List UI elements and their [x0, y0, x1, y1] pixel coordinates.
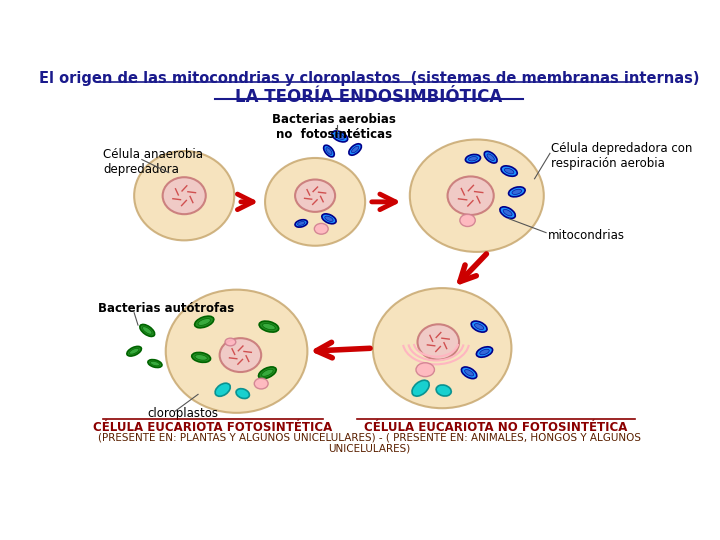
Ellipse shape [265, 158, 365, 246]
Ellipse shape [194, 316, 214, 328]
Ellipse shape [225, 338, 235, 346]
Ellipse shape [412, 380, 429, 396]
Ellipse shape [148, 360, 162, 368]
Ellipse shape [295, 179, 335, 212]
Ellipse shape [263, 323, 275, 330]
Ellipse shape [471, 321, 487, 332]
Ellipse shape [416, 363, 434, 377]
Ellipse shape [326, 147, 332, 154]
Text: CÉLULA EUCARIOTA FOTOSINTÉTICA: CÉLULA EUCARIOTA FOTOSINTÉTICA [93, 421, 333, 434]
Text: (PRESENTE EN: PLANTAS Y ALGUNOS UNICELULARES) - ( PRESENTE EN: ANIMALES, HONGOS : (PRESENTE EN: PLANTAS Y ALGUNOS UNICELUL… [97, 432, 641, 442]
Text: Célula anaerobia
depredadora: Célula anaerobia depredadora [104, 148, 203, 176]
Ellipse shape [198, 319, 210, 326]
Ellipse shape [480, 349, 490, 355]
Text: CÉLULA EUCARIOTA NO FOTOSINTÉTICA: CÉLULA EUCARIOTA NO FOTOSINTÉTICA [364, 421, 628, 434]
Ellipse shape [130, 348, 139, 354]
Ellipse shape [163, 177, 206, 214]
Ellipse shape [485, 151, 497, 163]
Text: LA TEORÍA ENDOSIMBIÓTICA: LA TEORÍA ENDOSIMBIÓTICA [235, 88, 503, 106]
Ellipse shape [332, 131, 348, 142]
Text: UNICELULARES): UNICELULARES) [328, 444, 410, 454]
Ellipse shape [254, 378, 268, 389]
Ellipse shape [295, 220, 307, 227]
Ellipse shape [315, 224, 328, 234]
Ellipse shape [464, 369, 474, 376]
Ellipse shape [140, 325, 155, 336]
Ellipse shape [474, 323, 484, 329]
Ellipse shape [448, 177, 494, 215]
Ellipse shape [297, 221, 305, 225]
Ellipse shape [143, 327, 152, 334]
Ellipse shape [259, 321, 279, 332]
Ellipse shape [503, 210, 512, 216]
Ellipse shape [220, 338, 261, 372]
Ellipse shape [166, 289, 307, 413]
Ellipse shape [508, 187, 525, 197]
Ellipse shape [192, 353, 210, 362]
Ellipse shape [465, 154, 480, 163]
Ellipse shape [351, 146, 359, 153]
Ellipse shape [215, 383, 230, 396]
Text: mitocondrias: mitocondrias [548, 229, 625, 242]
Text: Bacterias aerobias
no  fotosintéticas: Bacterias aerobias no fotosintéticas [272, 112, 396, 140]
Ellipse shape [501, 166, 517, 176]
Text: El origen de las mitocondrias y cloroplastos  (sistemas de membranas internas): El origen de las mitocondrias y cloropla… [39, 71, 699, 86]
Ellipse shape [325, 216, 333, 221]
Ellipse shape [410, 139, 544, 252]
Ellipse shape [477, 347, 492, 357]
Ellipse shape [418, 325, 459, 360]
Ellipse shape [349, 144, 361, 155]
Ellipse shape [436, 385, 451, 396]
Ellipse shape [462, 367, 477, 379]
Ellipse shape [258, 367, 276, 379]
Ellipse shape [500, 207, 516, 219]
Ellipse shape [373, 288, 511, 408]
Ellipse shape [487, 154, 495, 160]
Ellipse shape [512, 189, 522, 194]
Ellipse shape [134, 151, 234, 240]
Ellipse shape [469, 157, 477, 161]
Text: Bacterias autótrofas: Bacterias autótrofas [98, 302, 234, 315]
Ellipse shape [150, 361, 160, 366]
Ellipse shape [236, 389, 249, 399]
Ellipse shape [195, 355, 207, 360]
Ellipse shape [127, 346, 141, 356]
Ellipse shape [505, 168, 514, 174]
Ellipse shape [322, 214, 336, 224]
Text: cloroplastos: cloroplastos [148, 408, 218, 421]
Text: Célula depredadora con
respiración aerobia: Célula depredadora con respiración aerob… [552, 142, 693, 170]
Ellipse shape [261, 369, 273, 376]
Ellipse shape [323, 145, 334, 157]
Ellipse shape [460, 214, 475, 226]
Ellipse shape [335, 133, 344, 139]
